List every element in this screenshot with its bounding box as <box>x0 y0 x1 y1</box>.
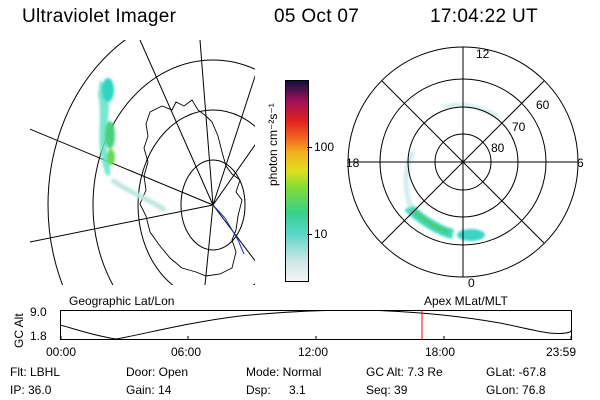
time-tick-1800: 18:00 <box>425 345 456 359</box>
meridian-line <box>204 204 214 285</box>
polar-plot <box>347 46 579 278</box>
mlat-label-70: 70 <box>512 120 526 134</box>
colorbar-tick-100 <box>307 147 312 148</box>
time-tick-0000: 00:00 <box>46 345 77 359</box>
ip-value: IP: 36.0 <box>10 383 52 397</box>
meridian-line <box>212 74 255 206</box>
mode-status: Mode: Normal <box>246 365 322 379</box>
dsp-value: 3.1 <box>289 383 306 397</box>
instrument-title: Ultraviolet Imager <box>22 6 177 27</box>
mlt-label-6: 6 <box>577 156 584 170</box>
meridian-line <box>212 204 255 262</box>
altitude-curve <box>60 310 573 340</box>
continent-outline <box>139 99 243 277</box>
timeline-right-caption: Apex MLat/MLT <box>424 294 508 308</box>
timeline-y-max: 9.0 <box>30 305 47 319</box>
latitude-circle <box>180 159 246 251</box>
meridian-line <box>30 128 214 206</box>
orbit-timeline <box>60 310 573 340</box>
meridian-line <box>212 144 255 206</box>
colorbar-tick-10 <box>307 234 312 235</box>
time-tick-2359: 23:59 <box>546 345 577 359</box>
aurora-emission-polar <box>403 103 500 241</box>
timeline-y-min: 1.8 <box>30 329 47 343</box>
geo-latitude: GLat: -67.8 <box>486 365 547 379</box>
observation-date: 05 Oct 07 <box>274 6 360 27</box>
gc-altitude: GC Alt: 7.3 Re <box>366 365 443 379</box>
mlat-label-60: 60 <box>536 98 550 112</box>
filter-status: Flt: LBHL <box>10 365 61 379</box>
meridian-line <box>30 204 214 243</box>
colorbar <box>285 80 309 282</box>
timeline-axis-label: GC Alt <box>12 313 26 348</box>
time-tick-1200: 12:00 <box>298 345 329 359</box>
geographic-map <box>30 40 255 285</box>
gain-value: Gain: 14 <box>126 383 172 397</box>
aurora-emission-geo <box>98 78 167 213</box>
timeline-left-caption: Geographic Lat/Lon <box>69 294 175 308</box>
satellite-track <box>212 204 245 255</box>
mlat-label-80: 80 <box>491 141 505 155</box>
latitude-circle <box>47 40 126 285</box>
mlt-label-0: 0 <box>468 276 475 290</box>
colorbar-label-10: 10 <box>314 227 328 241</box>
meridian-line <box>199 40 214 206</box>
time-tick-0600: 06:00 <box>171 345 202 359</box>
meridian-line <box>139 40 214 206</box>
colorbar-unit-label: photon cm⁻²s⁻¹ <box>266 103 280 186</box>
mlt-label-18: 18 <box>346 156 360 170</box>
mlt-label-12: 12 <box>476 47 490 61</box>
sequence-number: Seq: 39 <box>366 383 408 397</box>
geo-longitude: GLon: 76.8 <box>486 383 546 397</box>
observation-time: 17:04:22 UT <box>430 6 538 27</box>
dsp-label: Dsp: <box>246 383 271 397</box>
latitude-circle <box>92 59 255 285</box>
colorbar-label-100: 100 <box>314 140 335 154</box>
door-status: Door: Open <box>126 365 189 379</box>
latitude-circle <box>137 109 255 285</box>
